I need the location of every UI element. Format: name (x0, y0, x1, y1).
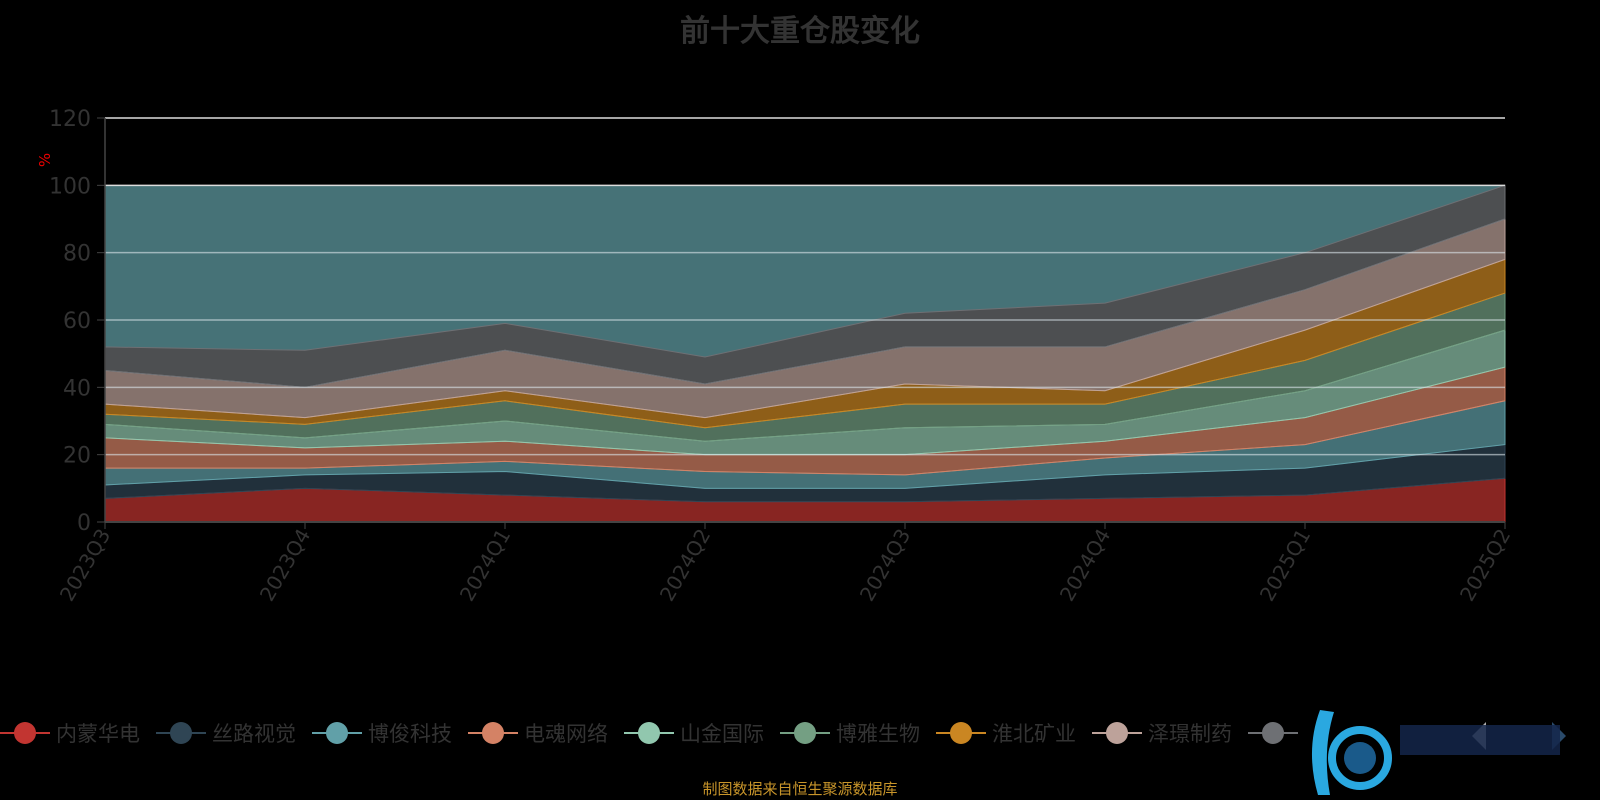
y-tick-label: 120 (49, 107, 91, 132)
legend-item[interactable] (1248, 721, 1304, 745)
legend-item[interactable]: 博俊科技 (312, 718, 452, 748)
legend-marker-icon (0, 721, 50, 745)
legend-item[interactable]: 丝路视觉 (156, 718, 296, 748)
x-tick-label: 2025Q1 (1255, 525, 1315, 606)
legend-label: 山金国际 (680, 722, 764, 746)
y-tick-label: 20 (63, 444, 91, 469)
watermark-logo (1311, 710, 1560, 795)
area-series-9 (104, 184, 1506, 388)
legend-item[interactable]: 电魂网络 (468, 718, 608, 748)
x-tick-label: 2024Q3 (855, 525, 915, 606)
legend-label: 淮北矿业 (992, 722, 1076, 746)
x-tick-label: 2024Q2 (655, 525, 715, 606)
remainder-area (105, 185, 1505, 358)
legend-label: 内蒙华电 (56, 722, 140, 746)
legend-item[interactable]: 内蒙华电 (0, 718, 140, 748)
chart-title: 前十大重仓股变化 (680, 14, 920, 49)
legend-marker-icon (936, 721, 986, 745)
legend-label: 泽璟制药 (1148, 722, 1232, 746)
y-tick-label: 0 (77, 511, 91, 536)
legend-marker-icon (1248, 721, 1298, 745)
legend-label: 丝路视觉 (212, 722, 296, 746)
y-axis-label: % (36, 153, 54, 167)
x-tick-label: 2024Q1 (455, 525, 515, 606)
legend-marker-icon (624, 721, 674, 745)
legend-marker-icon (780, 721, 830, 745)
legend-label: 博雅生物 (836, 722, 920, 746)
y-tick-label: 80 (63, 242, 91, 267)
legend-item[interactable]: 博雅生物 (780, 718, 920, 748)
legend-item[interactable]: 淮北矿业 (936, 718, 1076, 748)
y-tick-label: 40 (63, 376, 91, 401)
legend-marker-icon (468, 721, 518, 745)
x-tick-label: 2025Q2 (1455, 525, 1515, 606)
legend-item[interactable]: 泽璟制药 (1092, 718, 1232, 748)
legend-marker-icon (156, 721, 206, 745)
legend-item[interactable]: 山金国际 (624, 718, 764, 748)
legend-label: 电魂网络 (524, 722, 608, 746)
y-tick-label: 100 (49, 174, 91, 199)
x-tick-label: 2023Q4 (255, 525, 315, 606)
x-tick-label: 2023Q3 (55, 525, 115, 606)
legend: 内蒙华电 丝路视觉 博俊科技 电魂网络 山金国际 博雅生物 淮北矿业 泽璟制药 (0, 718, 1600, 748)
legend-marker-icon (1092, 721, 1142, 745)
x-tick-label: 2024Q4 (1055, 525, 1115, 606)
data-source-note: 制图数据来自恒生聚源数据库 (702, 780, 898, 798)
y-tick-label: 60 (63, 309, 91, 334)
legend-marker-icon (312, 721, 362, 745)
legend-label: 博俊科技 (368, 722, 452, 746)
